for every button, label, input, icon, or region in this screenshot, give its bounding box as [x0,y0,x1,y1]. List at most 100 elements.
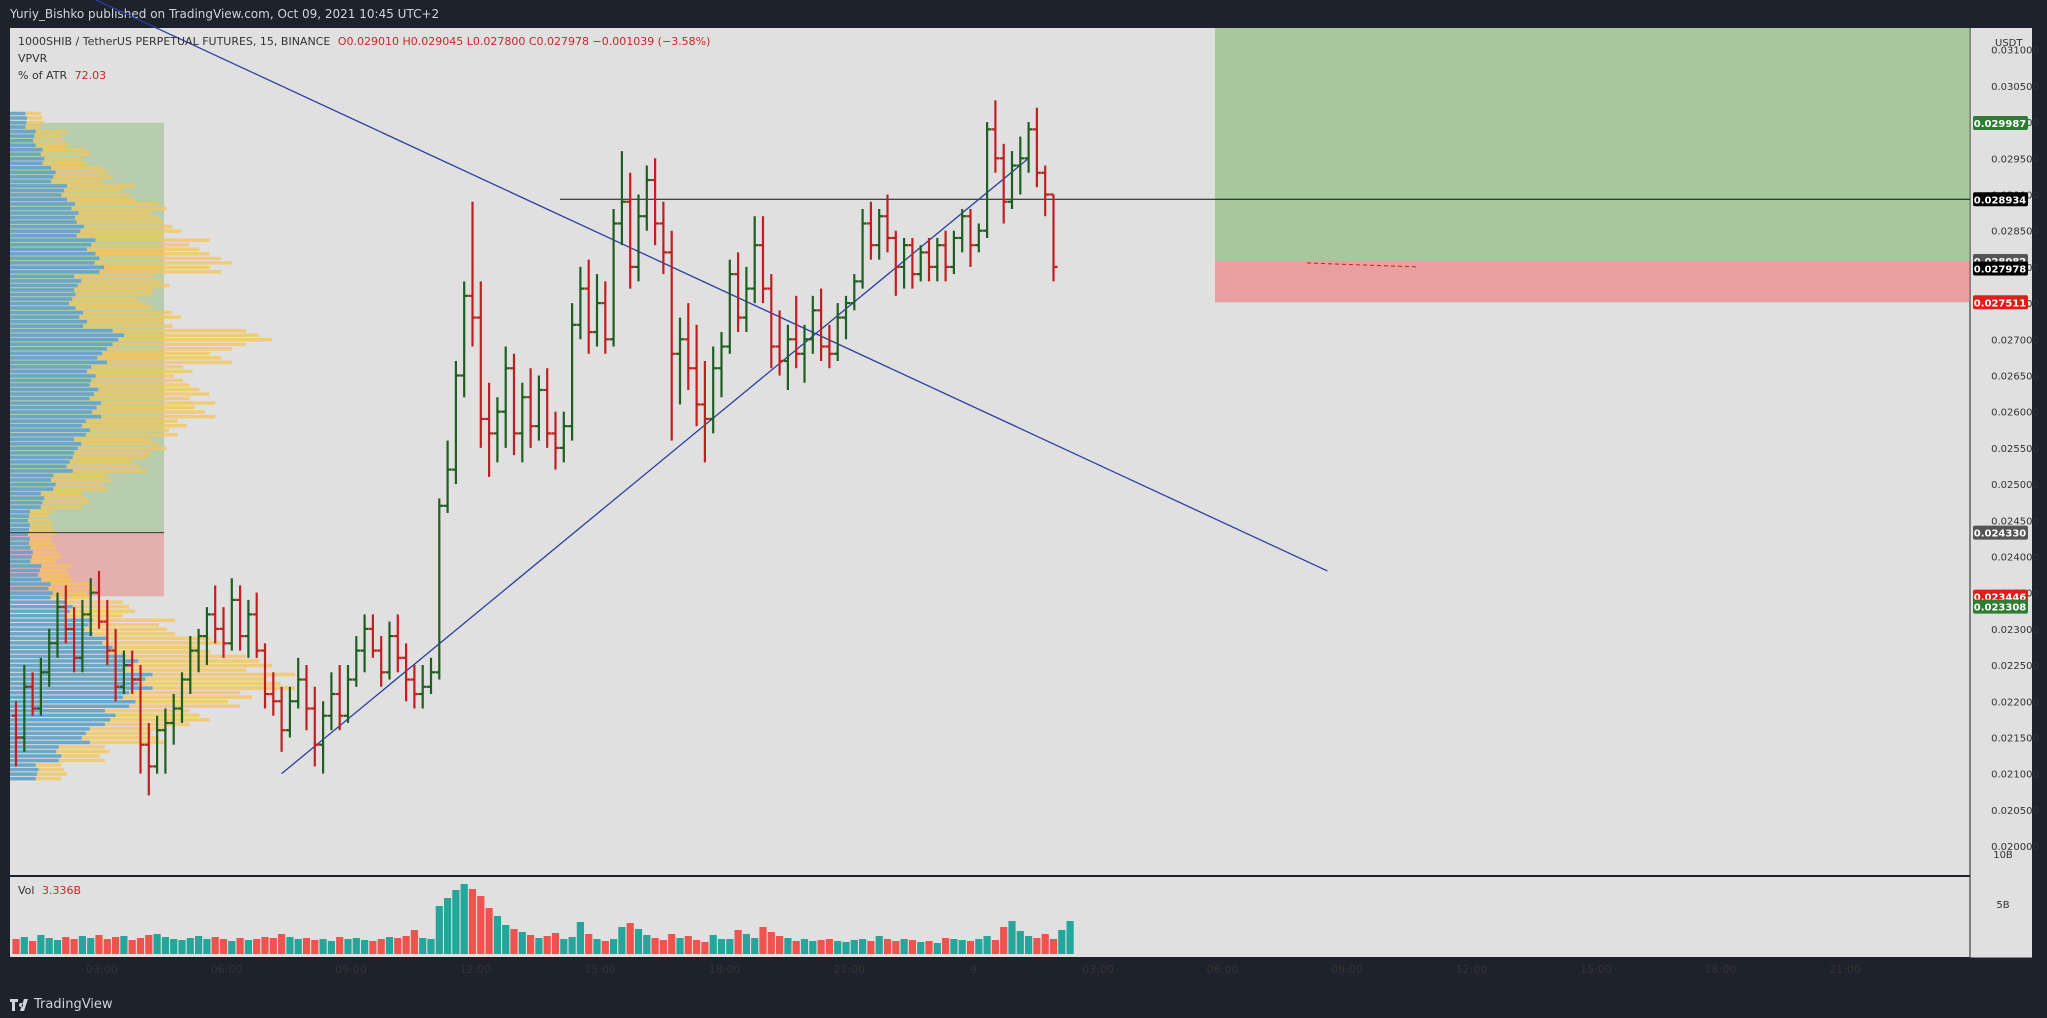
volume-bar [278,934,286,954]
vpvr-bin-total [10,152,90,156]
vpvr-bin-up [10,731,86,736]
vpvr-bin-up [10,410,93,414]
volume-bar [460,884,468,954]
vpvr-bin-total [10,342,246,347]
vpvr-bin-total [10,473,108,478]
vpvr-bin-total [10,387,200,392]
vpvr-bin-up [10,111,26,116]
vpvr-bin-up [10,432,86,437]
publisher-bar: Yuriy_Bishko published on TradingView.co… [0,0,2047,28]
vpvr-bin-up [10,740,90,745]
vpvr-bin-up [10,749,57,754]
vpvr-bin-total [10,573,70,577]
vpvr-bin-up [10,627,85,632]
vpvr-bin-up [10,283,78,288]
indicator-volume[interactable]: Vol 3.336B [18,884,81,897]
vpvr-bin-total [10,559,57,564]
vpvr-bin-total [10,270,222,274]
vpvr-bin-total [10,310,173,315]
volume-bar [70,939,78,954]
vpvr-bin-total [10,252,210,256]
vpvr-bin-up [10,663,132,668]
volume-bar [477,896,485,954]
time-tick-label: 03:00 [86,963,118,976]
volume-bar [784,938,792,954]
price-label: 0.028934 [1974,195,2027,206]
vpvr-bin-up [10,645,113,650]
vpvr-bin-up [10,776,36,781]
volume-bar [668,934,676,954]
vpvr-bin-total [10,188,123,193]
vpvr-bin-up [10,360,107,365]
vpvr-bin-up [10,306,76,310]
volume-bar [78,936,86,954]
volume-bar [385,937,394,954]
volume-bar [170,939,178,954]
vpvr-bin-up [10,297,73,301]
vpvr-bin-total [10,147,86,152]
volume-bar [112,937,120,954]
vpvr-bin-total [10,292,153,297]
vpvr-bin-total [10,333,260,337]
vpvr-bin-up [10,500,43,505]
volume-bar [726,939,734,954]
price-label-bg [1973,599,2028,614]
volume-bar [850,940,858,954]
vpvr-bin-up [10,613,67,618]
vpvr-bin-up [10,609,70,613]
vpvr-bin-up [10,166,52,170]
vpvr-bin-up [10,152,41,156]
vpvr-bin-total [10,297,139,301]
price-tick-label: 0.025000 [1991,480,2039,491]
vpvr-bin-up [10,690,130,695]
vpvr-bin-total [10,369,193,374]
vpvr-bin-up [10,672,153,677]
vpvr-bin-total [10,261,233,265]
volume-bar [776,936,784,954]
vpvr-bin-total [10,550,59,555]
vpvr-bin-total [10,609,136,613]
volume-bar [269,938,277,954]
vpvr-bin-up [10,333,124,337]
vpvr-bin-up [10,220,77,224]
tradingview-logo-icon[interactable] [10,999,30,1011]
vpvr-bin-total [10,500,90,505]
vpvr-bin-up [10,772,38,776]
vpvr-bin-total [10,532,56,537]
volume-bar [634,929,643,954]
footer-brand[interactable]: TradingView [34,997,113,1012]
indicator-vpvr[interactable]: VPVR [18,52,47,65]
volume-bar [136,938,145,954]
vpvr-bin-up [10,378,92,383]
vpvr-bin-total [10,464,140,469]
vpvr-bin-total [10,523,53,528]
vpvr-bin-total [10,206,167,211]
vpvr-bin-up [10,224,85,229]
vpvr-bin-total [10,432,178,437]
vpvr-bin-up [10,256,100,261]
volume-bar [45,938,53,954]
time-axis[interactable]: 03:00 06:00 09:00 12:00 15:00 18:00 21:00 9 03:0… [86,963,1861,976]
volume-bar [1000,927,1008,954]
long-position-tool[interactable] [1215,28,1970,303]
vpvr-bin-up [10,156,45,161]
time-tick-label: 18:00 [1705,963,1737,976]
vpvr-bin-total [10,138,65,143]
volume-bar [966,941,975,954]
volume-bar [867,941,875,954]
vpvr-bin-total [10,537,52,541]
volume-bar [1058,930,1066,954]
volume-bar [834,941,842,954]
symbol-title[interactable]: 1000SHIB / TetherUS PERPETUAL FUTURES, 1… [18,35,331,48]
vpvr-bin-up [10,695,123,699]
volume-bar [734,930,742,954]
indicator-atr[interactable]: % of ATR 72.03 [18,69,106,82]
vpvr-bin-total [10,242,190,247]
price-label-bg [1973,295,2028,310]
volume-bar [319,939,327,954]
footer-bar: TradingView [0,990,2047,1018]
vpvr-bin-up [10,369,87,374]
vpvr-bin-total [10,274,154,279]
vpvr-bin-up [10,623,89,627]
